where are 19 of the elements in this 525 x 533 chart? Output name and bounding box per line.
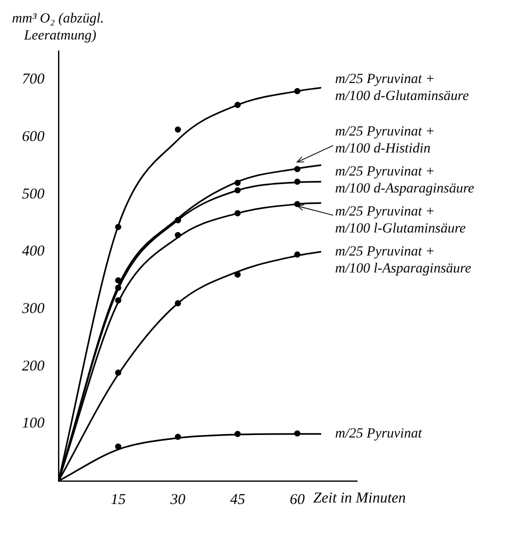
y-tick-label: 700 xyxy=(22,72,45,88)
x-tick-label: 45 xyxy=(230,492,246,508)
y-tick-label: 300 xyxy=(21,300,45,317)
series-label: m/25 Pyruvinat + m/100 l-Asparaginsäure xyxy=(335,244,472,277)
series-label: m/25 Pyruvinat xyxy=(335,426,423,442)
y-tick-label: 100 xyxy=(22,416,45,432)
y-tick-label: 200 xyxy=(22,358,45,374)
y-tick-label: 400 xyxy=(22,244,45,260)
legend-label: m/25 Pyruvinat + m/100 l-Glutaminsäure xyxy=(335,204,466,237)
y-axis-title: mm³ O₂ (abzügl. Leeratmung) xyxy=(12,12,104,44)
x-axis-title: Zeit in Minuten xyxy=(313,490,406,506)
y-tick-label: 500 xyxy=(22,186,45,202)
x-tick-label: 30 xyxy=(169,492,186,508)
series-label: m/25 Pyruvinat + m/100 d-Glutaminsäure xyxy=(335,72,469,104)
series-label: m/25 Pyruvinat + m/100 d-Histidin xyxy=(335,124,435,157)
y-tick-label: 600 xyxy=(22,128,45,145)
x-tick-label: 15 xyxy=(110,492,126,508)
x-tick-label: 60 xyxy=(290,492,306,508)
series-label: m/25 Pyruvinat + m/100 d-Asparaginsäure xyxy=(335,164,474,197)
